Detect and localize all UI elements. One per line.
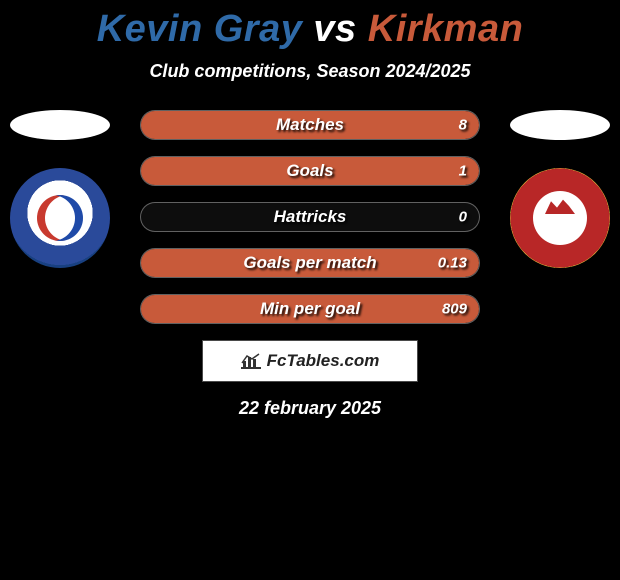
date-text: 22 february 2025	[0, 398, 620, 419]
stat-label: Goals per match	[141, 253, 479, 273]
stat-row: Hattricks0	[140, 202, 480, 232]
stat-value-right: 0.13	[438, 255, 467, 272]
stat-value-right: 1	[459, 163, 467, 180]
stat-row: Min per goal809	[140, 294, 480, 324]
stat-row: Goals per match0.13	[140, 248, 480, 278]
player1-name: Kevin Gray	[97, 8, 303, 50]
stat-row: Matches8	[140, 110, 480, 140]
stat-value-right: 0	[459, 209, 467, 226]
comparison-main: Matches8Goals1Hattricks0Goals per match0…	[0, 110, 620, 324]
stat-value-right: 809	[442, 301, 467, 318]
stat-label: Goals	[141, 161, 479, 181]
brand-text: FcTables.com	[267, 351, 380, 371]
player1-photo-placeholder	[10, 110, 110, 140]
player2-name: Kirkman	[368, 8, 524, 50]
player1-club-badge	[10, 168, 110, 268]
player2-club-badge	[510, 168, 610, 268]
stat-label: Min per goal	[141, 299, 479, 319]
stat-value-right: 8	[459, 117, 467, 134]
subtitle: Club competitions, Season 2024/2025	[0, 61, 620, 82]
player2-photo-placeholder	[510, 110, 610, 140]
stat-row: Goals1	[140, 156, 480, 186]
stat-label: Matches	[141, 115, 479, 135]
stats-bars: Matches8Goals1Hattricks0Goals per match0…	[140, 110, 480, 324]
stat-label: Hattricks	[141, 207, 479, 227]
chart-icon	[241, 353, 261, 369]
vs-text: vs	[313, 8, 356, 50]
brand-box: FcTables.com	[202, 340, 418, 382]
comparison-title: Kevin Gray vs Kirkman	[0, 0, 620, 51]
